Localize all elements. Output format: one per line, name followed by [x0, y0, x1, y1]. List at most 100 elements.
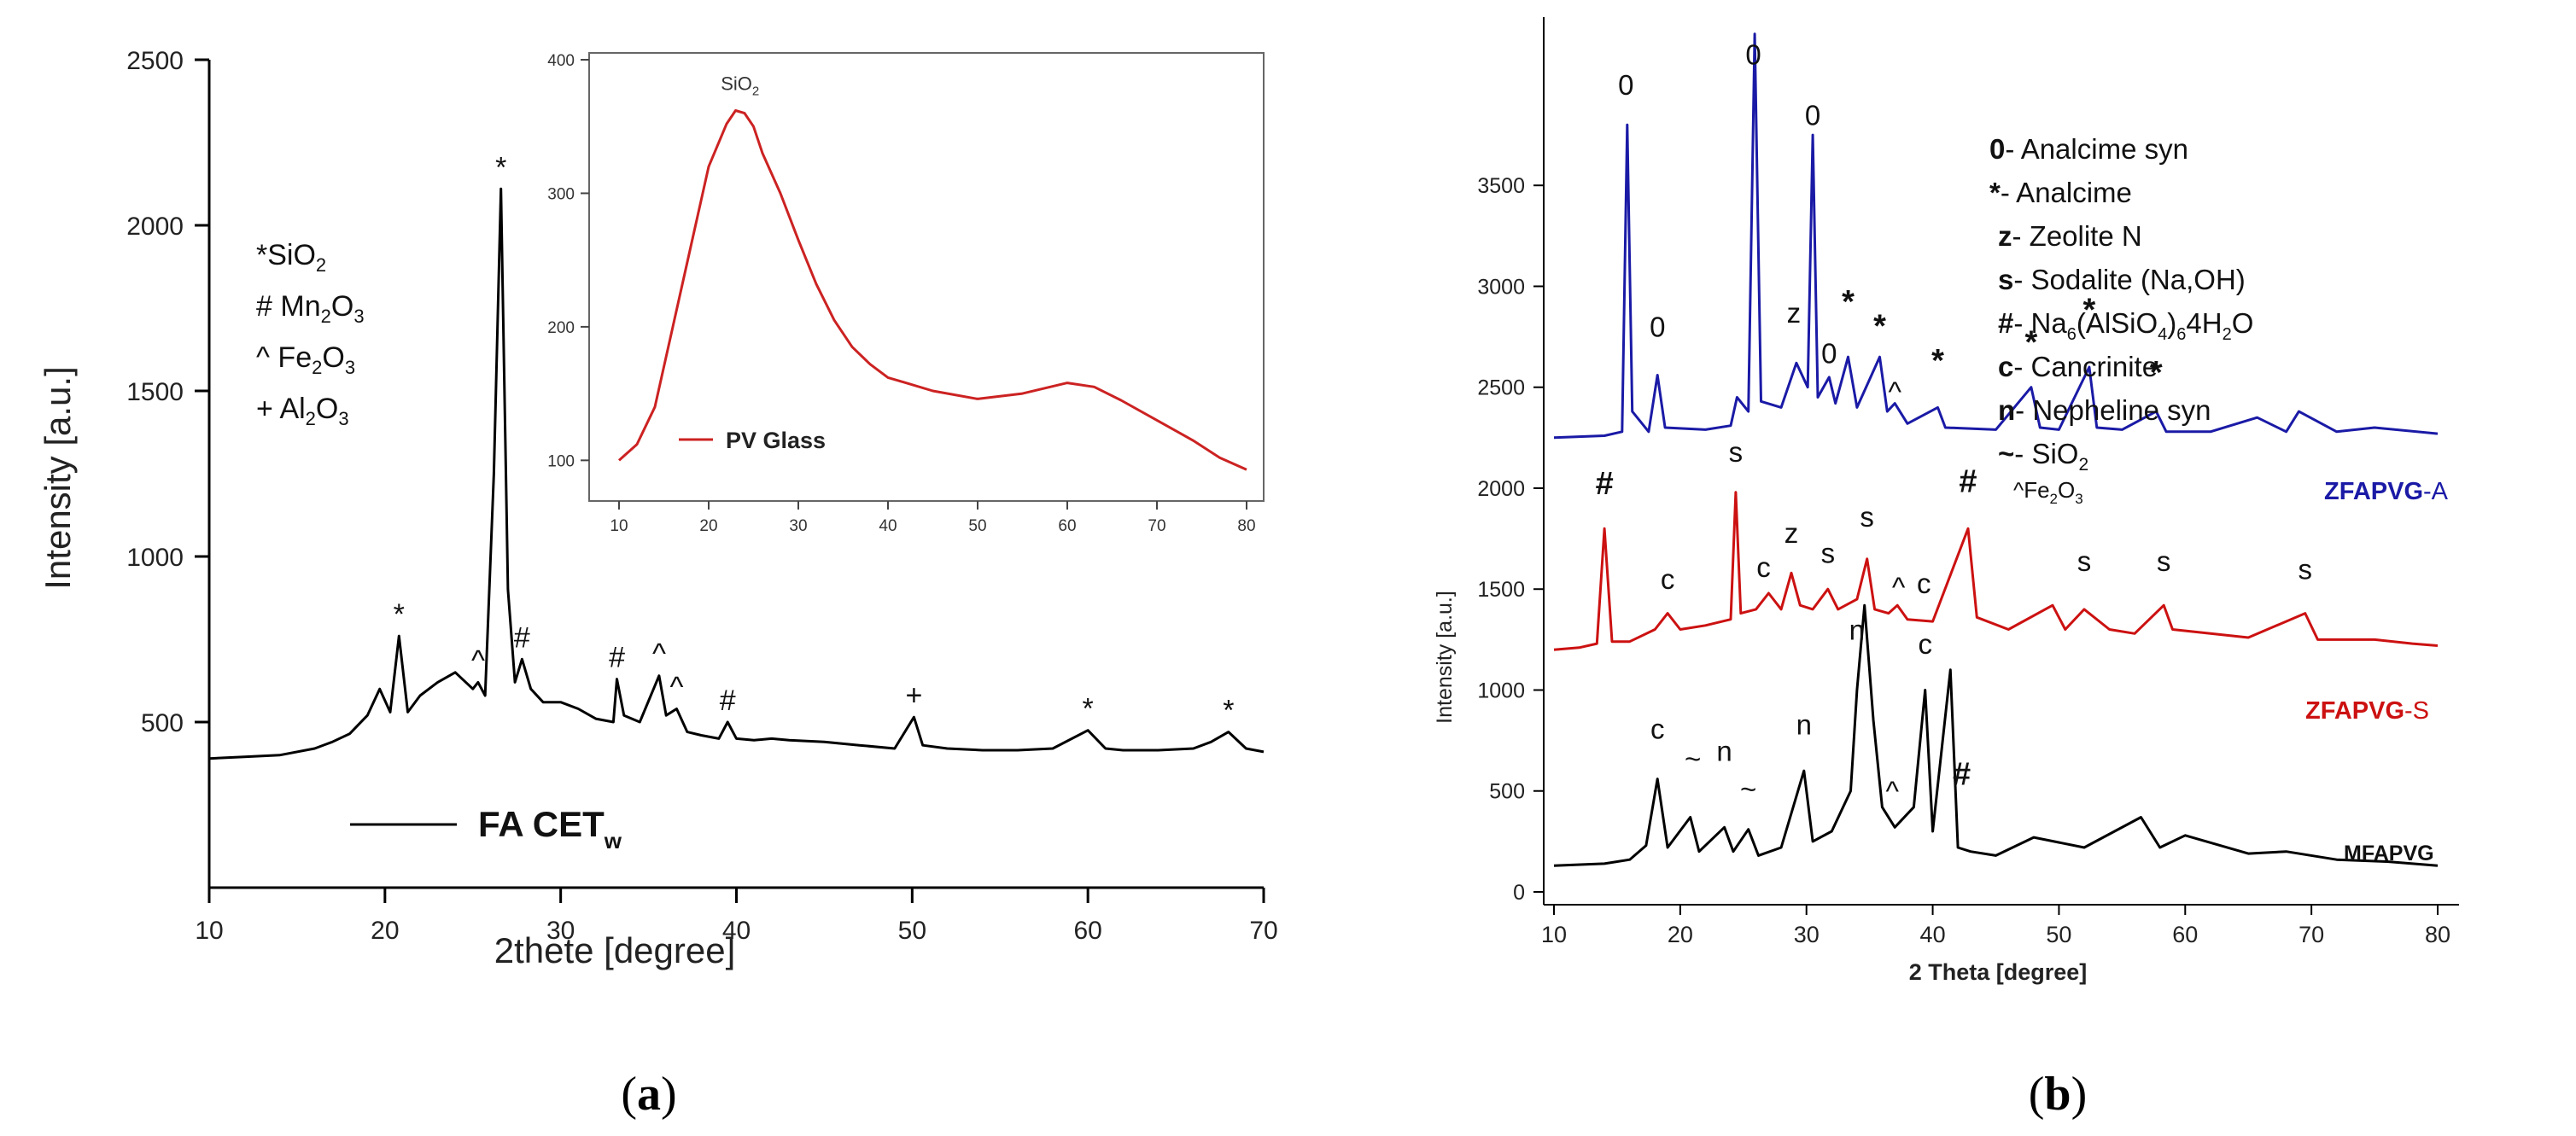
peak-annotation: 0: [1821, 337, 1837, 369]
inset-x-tick-label: 10: [610, 517, 628, 535]
panel-a-legend: FA CETw: [350, 804, 622, 853]
panel-a-series-line: [208, 187, 1265, 760]
peak-marker: #: [514, 621, 530, 654]
peak-annotation: *: [2083, 293, 2096, 329]
panel-a-peak-markers: *^*## ^^ # + * *: [394, 151, 1235, 726]
panel-a-phase-key: *SiO2 # Mn2O3 ^ Fe2O3 + Al2O3: [256, 239, 365, 429]
inset-x-tick-label: 40: [879, 517, 897, 535]
panel-a-y-ticks: 500 1000 1500 2000 2500: [126, 47, 209, 737]
series-label-zfapvg-a: ZFAPVG-A: [2324, 478, 2449, 505]
series-line-zfapvg-a: [1553, 32, 2439, 440]
y-tick-label: 500: [141, 709, 184, 737]
peak-annotation: z: [1787, 297, 1802, 329]
x-tick-label: 60: [1073, 917, 1101, 945]
peak-annotation: c: [1650, 713, 1665, 744]
series-line-mfapvg: [1553, 603, 2439, 867]
peak-annotation: s: [2157, 545, 2171, 577]
x-tick-label: 70: [1249, 917, 1277, 945]
panel-b-axes: [1543, 17, 2459, 906]
phase-key-item: # Mn2O3: [256, 290, 365, 327]
peak-annotation: z: [1785, 517, 1799, 549]
inset-peak-label: SiO2: [721, 73, 759, 98]
legend-key-item: ^Fe2O3: [2013, 477, 2083, 507]
peak-annotation: *: [2150, 355, 2163, 391]
inset-x-tick-label: 80: [1237, 517, 1255, 535]
peak-marker: *: [1083, 693, 1094, 725]
peak-annotation: #: [1959, 464, 1977, 500]
x-tick-label: 20: [371, 917, 399, 945]
peak-annotation: s: [1729, 436, 1744, 468]
inset-y-tick-label: 400: [547, 52, 575, 70]
inset-y-ticks: 100 200 300 400: [547, 52, 589, 470]
peak-annotation: 0: [1805, 99, 1820, 131]
y-tick-label: 1000: [126, 544, 184, 572]
inset-x-tick-label: 50: [968, 517, 986, 535]
panel-b: 10 20 30 40 50 60 70 80 0 500 1000 1500 2000 2500 300…: [1433, 17, 2459, 1121]
x-tick-label: 40: [1920, 922, 1946, 947]
peak-annotation: *: [2025, 325, 2038, 361]
x-tick-label: 10: [1541, 922, 1567, 947]
legend-key-item: s- Sodalite (Na,OH): [1998, 264, 2246, 295]
phase-key-item: ^ Fe2O3: [256, 341, 355, 378]
peak-annotation: ~: [1740, 773, 1756, 805]
peak-marker: ^: [652, 638, 666, 671]
peak-annotation: *: [1873, 309, 1886, 345]
peak-marker: *: [495, 151, 506, 184]
peak-marker: ^: [471, 644, 485, 677]
panel-b-x-ticks: 10 20 30 40 50 60 70 80: [1541, 905, 2450, 947]
y-tick-label: 1500: [126, 378, 184, 406]
peak-annotation: *: [1842, 284, 1855, 320]
inset-x-ticks: 10 20 30 40 50 60 70 80: [610, 501, 1256, 535]
inset-x-tick-label: 60: [1058, 517, 1076, 535]
y-tick-label: 1000: [1477, 679, 1525, 702]
inset-legend-label: PV Glass: [726, 428, 826, 453]
peak-marker: +: [905, 679, 922, 712]
legend-key-item: 0- Analcime syn: [1989, 133, 2188, 165]
peak-annotation: s: [1821, 537, 1836, 568]
x-tick-label: 60: [2172, 922, 2198, 947]
panel-b-label: (b): [2029, 1068, 2087, 1121]
inset-y-tick-label: 300: [547, 185, 575, 203]
peak-annotation: #: [1596, 466, 1614, 502]
peak-marker: #: [609, 642, 625, 674]
peak-marker: *: [394, 598, 405, 631]
legend-key-item: *- Analcime: [1989, 177, 2132, 208]
y-tick-label: 2000: [126, 213, 184, 241]
peak-annotation: c: [1661, 563, 1675, 595]
panel-b-ylabel: Intensity [a.u.]: [1433, 591, 1457, 724]
peak-annotation: n: [1849, 614, 1865, 645]
inset-x-tick-label: 20: [699, 517, 717, 535]
phase-key-item: *SiO2: [256, 239, 326, 276]
peak-annotation: 0: [1650, 312, 1665, 343]
peak-annotation: 0: [1618, 69, 1633, 101]
series-line-zfapvg-s: [1553, 491, 2439, 651]
x-tick-label: 50: [2046, 922, 2071, 947]
y-tick-label: 3000: [1477, 275, 1525, 299]
panel-a-x-ticks: 10 20 30 40 50 60 70: [195, 888, 1278, 945]
peak-annotation: ^: [1888, 376, 1901, 407]
panel-a-label: (a): [621, 1068, 676, 1121]
panel-a-ylabel: Intensity [a.u.]: [38, 366, 78, 589]
inset-x-tick-label: 70: [1148, 517, 1165, 535]
peak-annotation: c: [1917, 568, 1931, 599]
x-tick-label: 40: [722, 917, 751, 945]
peak-annotation: s: [2077, 545, 2092, 577]
panel-b-xlabel: 2 Theta [degree]: [1909, 959, 2088, 985]
peak-marker: #: [720, 685, 736, 717]
inset-series-line: [617, 109, 1247, 471]
inset-y-tick-label: 200: [547, 319, 575, 337]
inset-x-tick-label: 30: [789, 517, 807, 535]
peak-annotation: ^: [1886, 776, 1900, 807]
peak-marker: *: [1223, 695, 1234, 727]
panel-a-xlabel: 2thete [degree]: [494, 930, 736, 970]
panel-b-legend-key: 0- Analcime syn *- Analcime z- Zeolite N…: [1989, 133, 2253, 507]
series-label-zfapvg-s: ZFAPVG-S: [2305, 697, 2429, 725]
x-tick-label: 30: [1794, 922, 1820, 947]
peak-annotation: ^: [1892, 572, 1906, 603]
series-label-mfapvg: MFAPVG: [2344, 842, 2434, 865]
peak-annotation: c: [1756, 551, 1771, 583]
panel-b-y-ticks: 0 500 1000 1500 2000 2500 3000 3500: [1477, 174, 1544, 905]
inset-frame: [588, 52, 1265, 502]
x-tick-label: 30: [546, 917, 575, 945]
